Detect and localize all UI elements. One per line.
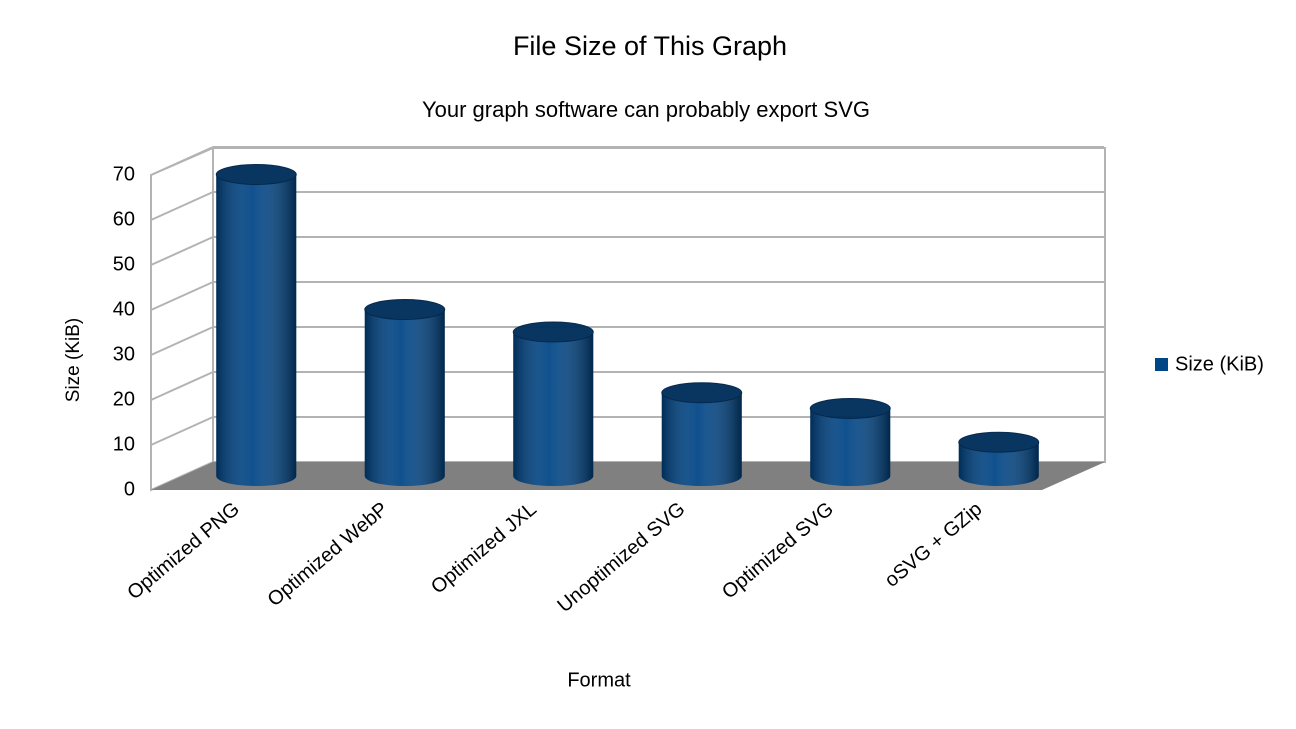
y-tick-label: 40 (113, 298, 135, 320)
bar-top-shade (364, 299, 445, 320)
y-tick-label: 30 (113, 343, 135, 365)
bar-top (512, 321, 594, 343)
bar-top-shade (513, 322, 594, 342)
bar-shading (216, 174, 297, 487)
y-tick-label: 70 (113, 163, 135, 185)
bar-shading (661, 392, 742, 487)
bar-top (809, 398, 891, 419)
chart-title: File Size of This Graph (513, 31, 787, 61)
grid-line (150, 281, 214, 311)
legend-label: Size (KiB) (1175, 353, 1264, 375)
grid-line (150, 416, 214, 446)
y-tick-label: 60 (113, 208, 135, 230)
x-tick-label: Optimized PNG (123, 498, 244, 604)
back-wall (212, 147, 1106, 463)
bar-top-shade (810, 398, 891, 419)
x-tick-label: Optimized WebP (264, 498, 393, 611)
bar-top (364, 299, 446, 320)
grid-line (150, 371, 214, 401)
grid-line (150, 191, 214, 221)
x-tick-label: oSVG + GZip (881, 498, 987, 592)
y-tick-label: 0 (124, 478, 135, 500)
grid-line (150, 146, 214, 176)
x-tick-label: Optimized SVG (718, 498, 838, 603)
y-axis-label: Size (KiB) (63, 318, 84, 402)
bar-top (215, 164, 297, 185)
legend-swatch (1155, 358, 1168, 371)
bar-top (661, 382, 743, 404)
grid-line (150, 326, 214, 356)
bar-top (958, 431, 1040, 453)
y-tick-label: 50 (113, 253, 135, 275)
side-wall (150, 146, 214, 492)
bar-shading (958, 442, 1039, 487)
y-tick-label: 10 (113, 433, 135, 455)
bar-shading (513, 332, 594, 487)
bar-shading (810, 408, 891, 487)
chart-subtitle: Your graph software can probably export … (422, 97, 870, 122)
bar-top-shade (661, 382, 742, 403)
grid-line (150, 236, 214, 266)
bar-top-shade (216, 164, 297, 185)
bar-shading (364, 309, 445, 487)
y-tick-label: 20 (113, 388, 135, 410)
x-axis-label: Format (567, 669, 631, 691)
x-tick-label: Unoptimized SVG (553, 498, 689, 617)
x-tick-label: Optimized JXL (427, 498, 541, 598)
bar-top-shade (958, 432, 1039, 453)
